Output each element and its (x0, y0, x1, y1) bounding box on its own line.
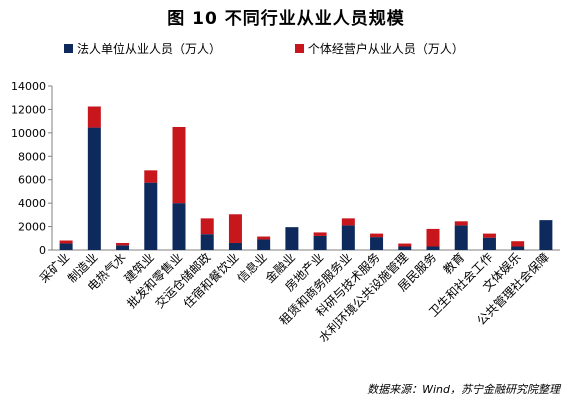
bar-series1 (87, 127, 101, 250)
y-tick-label: 12000 (11, 103, 46, 116)
bar-series1 (200, 234, 214, 250)
y-tick-label: 0 (39, 244, 46, 257)
bar-series2 (482, 233, 496, 238)
bar-series2 (87, 106, 101, 128)
bar-series2 (341, 218, 355, 226)
bar-series1 (59, 243, 73, 250)
legend-swatch-series1 (64, 44, 73, 53)
y-tick-label: 10000 (11, 127, 46, 140)
y-tick-label: 4000 (18, 197, 46, 210)
bar-series1 (341, 225, 355, 250)
bar-series2 (454, 221, 468, 226)
bar-series1 (482, 237, 496, 250)
bar-series1 (426, 246, 440, 250)
y-tick-label: 8000 (18, 150, 46, 163)
bar-series2 (257, 236, 271, 240)
bar-series1 (285, 227, 299, 250)
bar-series1 (144, 182, 158, 250)
bar-series2 (228, 214, 242, 243)
bar-series1 (370, 237, 384, 250)
bar-series1 (454, 225, 468, 250)
bar-series2 (144, 170, 158, 183)
bar-series1 (257, 239, 271, 250)
legend-label-series2: 个体经营户从业人员（万人） (307, 42, 464, 56)
bar-series2 (370, 233, 384, 238)
bar-series2 (116, 242, 130, 246)
bar-series1 (172, 203, 186, 250)
bar-series1 (116, 245, 130, 250)
bar-series1 (539, 220, 553, 250)
legend-label-series1: 法人单位从业人员（万人） (77, 42, 222, 56)
bar-series1 (228, 242, 242, 250)
y-tick-label: 6000 (18, 174, 46, 187)
bar-series2 (200, 218, 214, 235)
bar-series2 (511, 241, 525, 247)
legend-item-series1: 法人单位从业人员（万人） (64, 40, 221, 57)
bar-series2 (313, 232, 327, 236)
bar-series2 (59, 240, 73, 244)
source-note: 数据来源：Wind，苏宁金融研究院整理 (367, 383, 560, 396)
x-tick-label: 信息业 (234, 250, 270, 286)
y-tick-label: 2000 (18, 221, 46, 234)
bar-series2 (398, 243, 412, 247)
bar-series2 (426, 228, 440, 247)
y-tick-label: 14000 (11, 80, 46, 93)
legend-swatch-series2 (294, 44, 304, 53)
chart-title: 图 10 不同行业从业人员规模 (167, 9, 405, 29)
legend-item-series2: 个体经营户从业人员（万人） (294, 40, 464, 57)
legend: 法人单位从业人员（万人） 个体经营户从业人员（万人） (64, 40, 534, 57)
bar-series2 (172, 127, 186, 204)
bar-series1 (398, 246, 412, 250)
bar-series1 (313, 235, 327, 250)
bar-series1 (511, 246, 525, 250)
